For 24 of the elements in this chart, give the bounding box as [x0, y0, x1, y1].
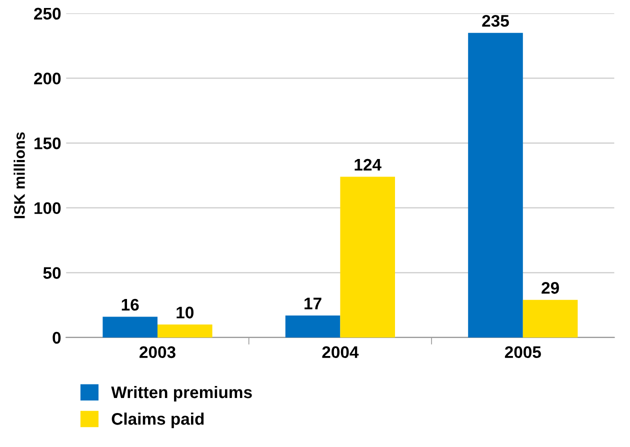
- x-tick-label: 2003: [140, 346, 176, 358]
- y-tick-label: 200: [34, 72, 61, 84]
- y-tick-label: 50: [43, 267, 61, 279]
- data-label: 124: [354, 158, 382, 171]
- legend-label: Claims paid: [112, 412, 204, 428]
- bar: [468, 32, 523, 338]
- data-label: 16: [122, 298, 139, 311]
- data-label: 10: [176, 306, 194, 318]
- y-tick-label: 0: [52, 332, 61, 344]
- bar: [340, 176, 396, 338]
- y-axis-title: ISK millions: [14, 132, 25, 218]
- y-tick-label: 250: [34, 8, 61, 20]
- bar: [102, 316, 158, 338]
- data-label: 235: [482, 14, 509, 27]
- bar: [158, 324, 212, 338]
- data-label: 29: [542, 282, 559, 294]
- x-tick-label: 2005: [504, 346, 541, 358]
- data-label: 17: [304, 298, 322, 310]
- bar: [285, 315, 340, 338]
- y-tick-label: 150: [34, 137, 61, 150]
- bar: [522, 300, 578, 338]
- legend-label: Written premiums: [111, 386, 252, 402]
- y-tick-label: 100: [34, 202, 61, 214]
- x-tick-label: 2004: [322, 346, 359, 358]
